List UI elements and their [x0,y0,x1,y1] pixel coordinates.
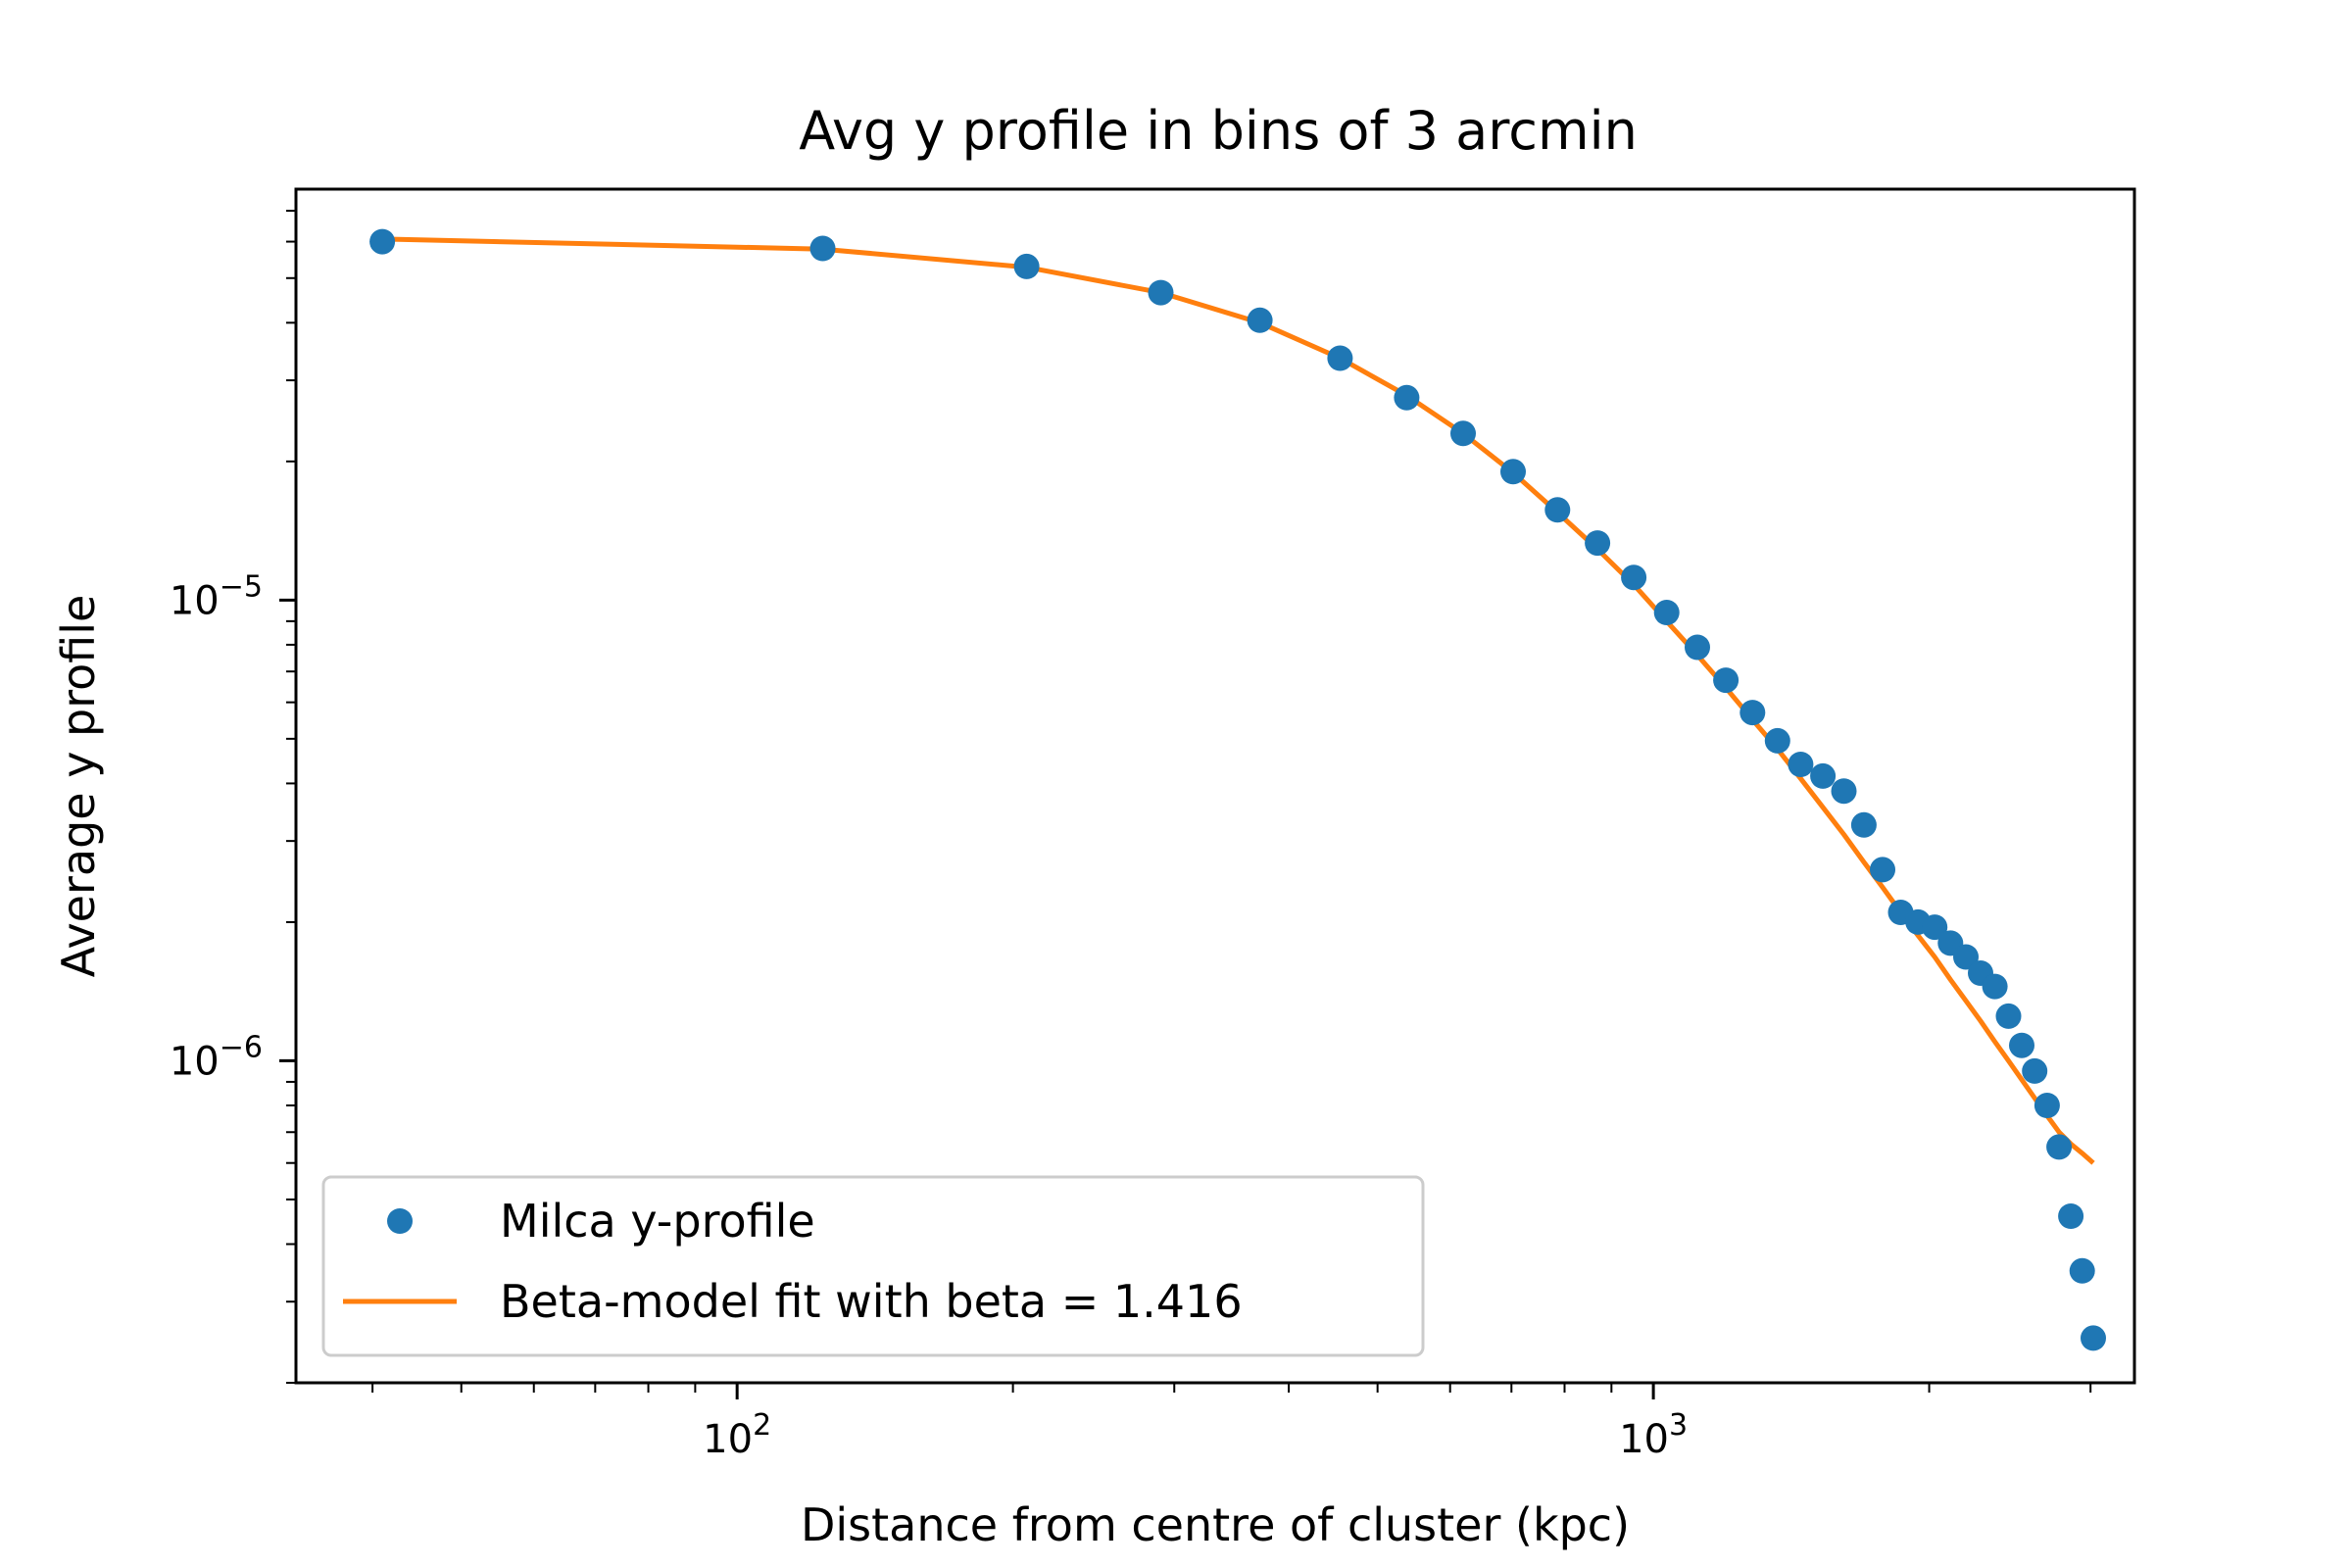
data-point [1685,634,1710,661]
x-tick-label: 103 [1619,1408,1688,1462]
data-point [1653,600,1680,625]
data-point [2058,1203,2084,1229]
data-points-layer [369,228,2106,1351]
y-tick-label: 10−5 [170,569,263,623]
x-axis-ticks: 102 103 [371,1383,2092,1462]
data-point [2046,1134,2073,1160]
y-axis-ticks: 10−6 10−5 [170,210,296,1384]
data-point [1013,253,1040,279]
x-axis-label: Distance from centre of cluster (kpc) [801,1498,1630,1551]
fit-line [382,236,2095,1165]
legend-marker-points [387,1208,413,1234]
data-point [1922,914,1948,941]
data-point [2081,1325,2106,1351]
data-point [1850,811,1877,838]
data-point [2034,1093,2060,1118]
data-point [1764,727,1790,754]
data-point [1953,944,1979,970]
plot-frame [294,187,2136,1385]
x-tick-label: 102 [703,1408,771,1462]
data-point [1810,762,1837,789]
data-point [1788,752,1814,777]
data-point [1740,700,1766,726]
legend-box [321,1175,1425,1357]
y-axis-label: Average y profile [52,595,105,978]
data-point [1500,459,1526,485]
data-point [1995,1003,2022,1029]
data-point [1831,778,1857,805]
legend-label-line: Beta-model fit with beta = 1.416 [500,1275,1243,1328]
data-point [2009,1032,2034,1058]
data-point [2022,1057,2048,1084]
legend-label-points: Milca y-profile [500,1195,815,1248]
data-point [1621,564,1647,591]
data-point [369,228,396,255]
data-point [1148,279,1174,306]
data-point [1870,857,1895,883]
data-point [1327,345,1353,371]
data-point [1247,307,1273,333]
data-point [1585,530,1611,557]
fit-line-layer [382,236,2095,1165]
legend: Milca y-profile Beta-model fit with beta… [321,1175,1425,1357]
plot-area [369,228,2106,1351]
data-point [1544,497,1571,523]
data-point [2069,1257,2095,1284]
data-point [809,235,836,262]
data-point [1394,384,1420,411]
chart-title: Avg y profile in bins of 3 arcmin [799,100,1638,162]
data-point [1982,973,2008,1000]
data-point [1713,667,1740,694]
data-point [1450,420,1476,447]
y-tick-label: 10−6 [170,1030,263,1084]
